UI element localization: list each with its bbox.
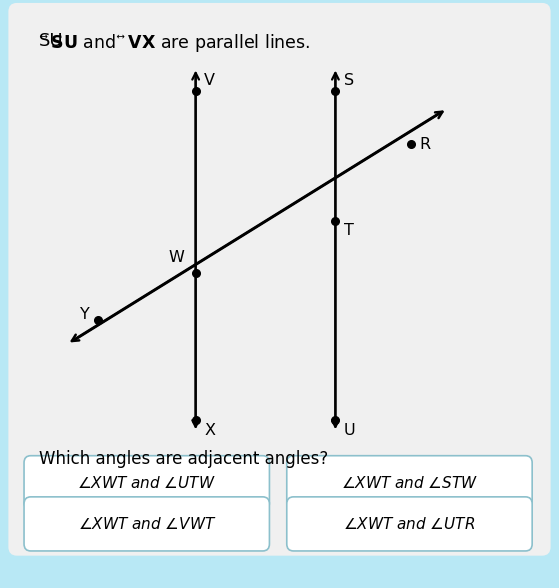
FancyBboxPatch shape bbox=[287, 456, 532, 510]
Text: SU: SU bbox=[39, 32, 64, 51]
FancyBboxPatch shape bbox=[24, 497, 269, 551]
Text: T: T bbox=[344, 223, 354, 239]
Text: X: X bbox=[204, 423, 215, 439]
FancyBboxPatch shape bbox=[8, 3, 551, 556]
Text: W: W bbox=[169, 249, 184, 265]
Text: Y: Y bbox=[80, 307, 89, 322]
Text: $\overleftrightarrow{\mathbf{SU}}$ and $\overleftrightarrow{\mathbf{VX}}$ are pa: $\overleftrightarrow{\mathbf{SU}}$ and $… bbox=[39, 32, 310, 54]
Text: $\angle$XWT and $\angle$STW: $\angle$XWT and $\angle$STW bbox=[341, 475, 478, 491]
Text: $\angle$XWT and $\angle$UTR: $\angle$XWT and $\angle$UTR bbox=[343, 516, 476, 532]
Text: Which angles are adjacent angles?: Which angles are adjacent angles? bbox=[39, 450, 328, 468]
FancyBboxPatch shape bbox=[287, 497, 532, 551]
Text: U: U bbox=[344, 423, 356, 439]
FancyBboxPatch shape bbox=[24, 456, 269, 510]
Text: R: R bbox=[419, 136, 430, 152]
Text: $\angle$XWT and $\angle$UTW: $\angle$XWT and $\angle$UTW bbox=[78, 475, 216, 491]
Text: S: S bbox=[344, 73, 354, 88]
Text: $\angle$XWT and $\angle$VWT: $\angle$XWT and $\angle$VWT bbox=[78, 516, 216, 532]
Text: V: V bbox=[204, 73, 215, 88]
